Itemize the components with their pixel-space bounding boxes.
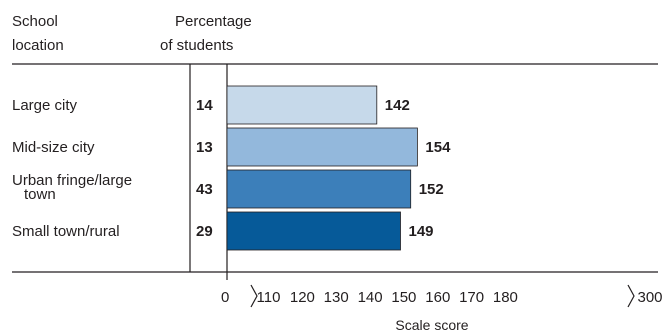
axis-break-right <box>627 284 635 308</box>
category-label: Small town/rural <box>12 223 120 240</box>
percent-header-line1: Percentage <box>175 13 252 30</box>
chart-rows: Large city 14 142 Mid-size city 13 154 Urban f… <box>12 85 451 251</box>
tick-label: 180 <box>493 289 518 306</box>
tick-label: 110 <box>257 289 281 306</box>
x-axis-title: Scale score <box>395 317 468 333</box>
value-label: 142 <box>385 97 410 114</box>
value-label: 149 <box>409 223 434 240</box>
axis-break-left <box>250 284 258 308</box>
tick-label: 300 <box>637 289 662 306</box>
tick-label: 0 <box>221 289 229 306</box>
bar <box>226 211 401 251</box>
tick-label: 170 <box>459 289 484 306</box>
location-header-line2: location <box>12 37 64 54</box>
tick-label: 150 <box>391 289 416 306</box>
percentage-label: 43 <box>196 181 213 198</box>
percent-header-line2: of students <box>160 37 233 54</box>
category-label: Urban fringe/large town <box>12 172 132 203</box>
bar <box>226 85 378 125</box>
bar <box>226 169 412 209</box>
tick-label: 160 <box>425 289 450 306</box>
value-label: 154 <box>425 139 451 156</box>
percentage-label: 14 <box>196 97 213 114</box>
x-axis-ticks: 0 110 120 130 140 150 160 170 180 300 <box>221 289 663 306</box>
category-label: Mid-size city <box>12 139 95 156</box>
tick-label: 120 <box>290 289 315 306</box>
location-header-line1: School <box>12 13 58 30</box>
percentage-label: 13 <box>196 139 213 156</box>
bar <box>226 127 418 167</box>
tick-label: 130 <box>324 289 349 306</box>
tick-label: 140 <box>358 289 383 306</box>
percentage-label: 29 <box>196 223 213 240</box>
category-label: Large city <box>12 97 78 114</box>
value-label: 152 <box>419 181 444 198</box>
